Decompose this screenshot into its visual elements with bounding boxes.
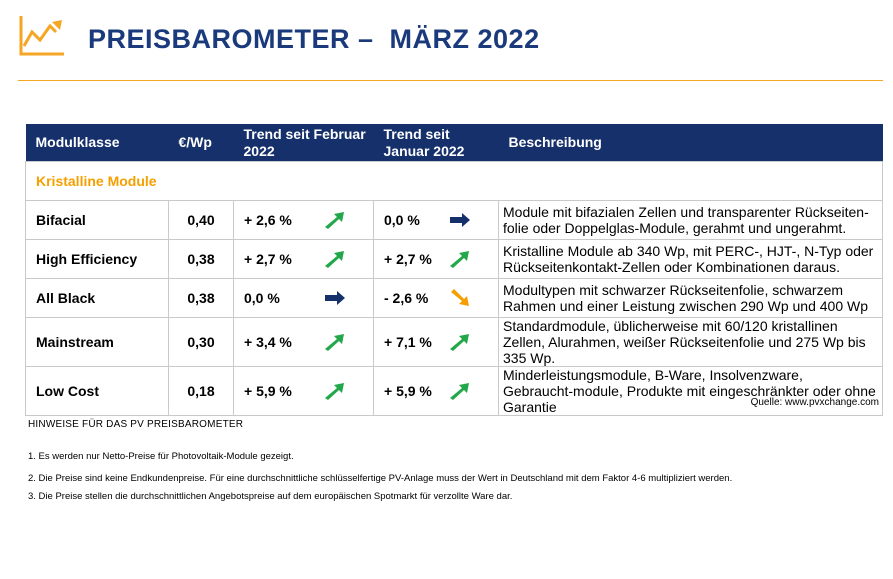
note-item: 1. Es werden nur Netto-Preise für Photov… — [28, 451, 294, 462]
arrow-right-icon — [323, 288, 347, 308]
table-row: High Efficiency 0,38 + 2,7 % + 2,7 % Kristal… — [25, 239, 883, 279]
module-class: All Black — [25, 278, 169, 318]
description: Standardmodule, üblicherweise mit 60/120… — [498, 317, 883, 367]
trend-feb-cell: + 3,4 % — [233, 317, 374, 367]
trend-feb-cell: + 5,9 % — [233, 366, 374, 416]
arrow-down-right-icon — [448, 288, 472, 308]
table-row: Low Cost 0,18 + 5,9 % + 5,9 % Minderleistung… — [25, 366, 883, 416]
column-header: Modulklasse — [25, 124, 169, 162]
table-header-row: Modulklasse €/Wp Trend seit Februar 2022… — [25, 124, 883, 162]
table-row: Mainstream 0,30 + 3,4 % + 7,1 % Standardmodu… — [25, 317, 883, 367]
description: Module mit bifazialen Zellen und transpa… — [498, 200, 883, 240]
section-label: Kristalline Module — [25, 161, 883, 201]
trend-feb-cell: 0,0 % — [233, 278, 374, 318]
trend-jan-value: + 5,9 % — [384, 383, 432, 399]
trend-jan-value: - 2,6 % — [384, 290, 429, 306]
price-value: 0,40 — [168, 200, 234, 240]
price-value: 0,30 — [168, 317, 234, 367]
trend-jan-cell: - 2,6 % — [373, 278, 499, 318]
module-class: Bifacial — [25, 200, 169, 240]
arrow-right-icon — [448, 210, 472, 230]
section-row: Kristalline Module — [25, 161, 883, 201]
trend-jan-cell: + 5,9 % — [373, 366, 499, 416]
note-item: 2. Die Preise sind keine Endkundenpreise… — [28, 473, 733, 484]
price-value: 0,38 — [168, 278, 234, 318]
note-item: 3. Die Preise stellen die durchschnittli… — [28, 491, 513, 502]
description: Minderleistungsmodule, B-Ware, Insolvenz… — [498, 366, 883, 416]
trend-jan-cell: + 2,7 % — [373, 239, 499, 279]
price-value: 0,38 — [168, 239, 234, 279]
trend-feb-cell: + 2,6 % — [233, 200, 374, 240]
column-header: Trend seit Januar 2022 — [373, 124, 499, 162]
trend-jan-value: + 7,1 % — [384, 334, 432, 350]
trend-jan-value: 0,0 % — [384, 212, 420, 228]
table-row: All Black 0,38 0,0 % - 2,6 % Modultypen mit … — [25, 278, 883, 318]
arrow-up-right-icon — [323, 332, 347, 352]
arrow-up-right-icon — [323, 249, 347, 269]
trend-feb-value: 0,0 % — [244, 290, 280, 306]
module-class: High Efficiency — [25, 239, 169, 279]
trend-feb-cell: + 2,7 % — [233, 239, 374, 279]
trend-feb-value: + 3,4 % — [244, 334, 292, 350]
trend-jan-cell: + 7,1 % — [373, 317, 499, 367]
arrow-up-right-icon — [448, 381, 472, 401]
table-row: Bifacial 0,40 + 2,6 % 0,0 % Module mit bifaz… — [25, 200, 883, 240]
column-header: Trend seit Februar 2022 — [233, 124, 374, 162]
trend-jan-cell: 0,0 % — [373, 200, 499, 240]
price-value: 0,18 — [168, 366, 234, 416]
module-class: Mainstream — [25, 317, 169, 367]
module-class: Low Cost — [25, 366, 169, 416]
arrow-up-right-icon — [448, 249, 472, 269]
column-header: €/Wp — [168, 124, 234, 162]
page-title: PREISBAROMETER – MÄRZ 2022 — [88, 24, 540, 54]
trend-chart-icon — [19, 16, 64, 56]
source-note: Quelle: www.pvxchange.com — [750, 397, 879, 408]
notes-heading: HINWEISE FÜR DAS PV PREISBAROMETER — [28, 419, 244, 430]
arrow-up-right-icon — [448, 332, 472, 352]
header-divider — [18, 80, 883, 81]
trend-feb-value: + 2,7 % — [244, 251, 292, 267]
arrow-up-right-icon — [323, 210, 347, 230]
trend-jan-value: + 2,7 % — [384, 251, 432, 267]
trend-feb-value: + 5,9 % — [244, 383, 292, 399]
arrow-up-right-icon — [323, 381, 347, 401]
description: Modultypen mit schwarzer Rückseitenfolie… — [498, 278, 883, 318]
trend-feb-value: + 2,6 % — [244, 212, 292, 228]
column-header: Beschreibung — [498, 124, 883, 162]
price-table: Modulklasse €/Wp Trend seit Februar 2022… — [25, 124, 883, 416]
description: Kristalline Module ab 340 Wp, mit PERC-,… — [498, 239, 883, 279]
